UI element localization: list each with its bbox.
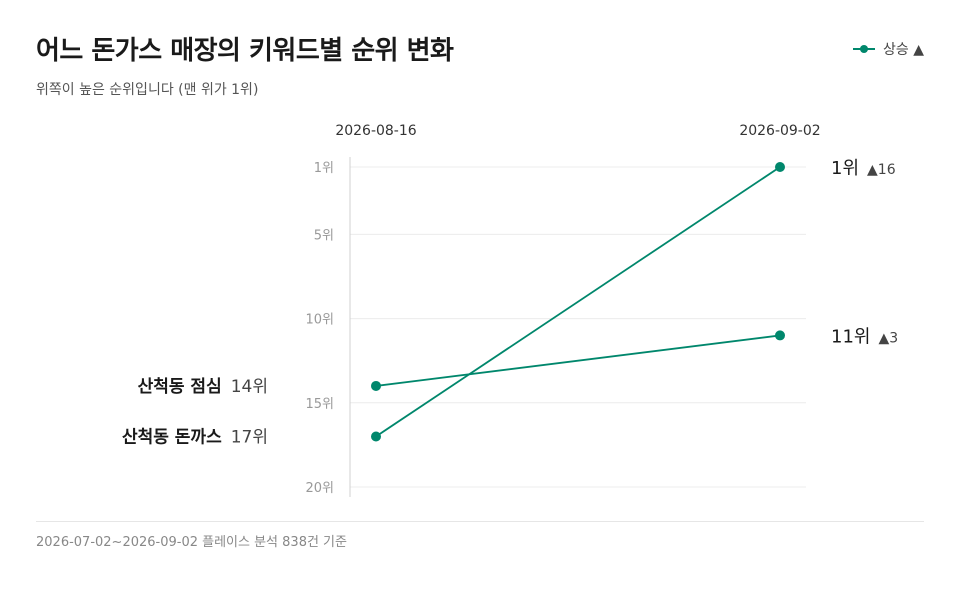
y-tick-label: 10위: [305, 313, 334, 328]
series-end-point: [775, 162, 785, 172]
chart-title: 어느 돈가스 매장의 키워드별 순위 변화: [36, 36, 454, 66]
x-date-label: 2026-09-02: [739, 123, 820, 139]
y-tick-label: 20위: [305, 481, 334, 496]
series-end-label: 11위 ▲3: [831, 326, 898, 347]
series-start-point: [371, 431, 381, 442]
series-end-label: 1위 ▲16: [831, 158, 896, 179]
slope-chart: 1위 5위 10위 15위 20위 2026-08-16 2026-09-02 산척동 점심 1…: [122, 123, 898, 497]
chart-subtitle: 위쪽이 높은 순위입니다 (맨 위가 1위): [36, 82, 259, 98]
series-change-label: ▲3: [878, 330, 898, 346]
x-date-label: 2026-08-16: [335, 123, 416, 139]
series-start-label: 산척동 돈까스 17위: [122, 427, 268, 447]
legend-swatch-icon: [853, 43, 876, 55]
footer-note: 2026-07-02~2026-09-02 플레이스 분석 838건 기준: [36, 535, 347, 550]
series-end-point: [775, 330, 785, 341]
series-name: 산척동 점심: [138, 377, 222, 397]
series-end-rank: 11위: [831, 326, 870, 347]
legend-label: 상승 ▲: [883, 42, 924, 58]
series-start-label: 산척동 점심 14위: [138, 377, 268, 397]
series-line: [375, 334, 781, 387]
series-start-rank: 14위: [231, 377, 268, 397]
series-start-point: [371, 380, 381, 391]
y-tick-label: 1위: [314, 161, 334, 176]
y-tick-label: 15위: [305, 397, 334, 412]
series-end-rank: 1위: [831, 158, 859, 179]
legend: 상승 ▲: [853, 39, 924, 59]
series-start-rank: 17위: [231, 427, 268, 447]
series-change-label: ▲16: [867, 162, 896, 178]
y-tick-label: 5위: [314, 228, 334, 243]
footer-divider: [36, 521, 924, 522]
series-line: [375, 166, 781, 438]
series-name: 산척동 돈까스: [122, 427, 222, 447]
